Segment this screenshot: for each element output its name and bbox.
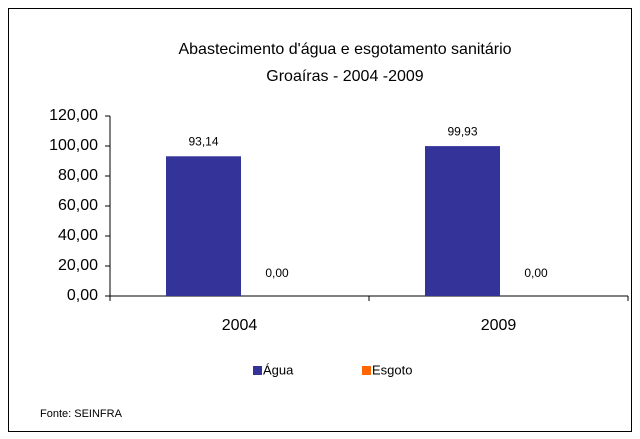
y-tick-label: 40,00 xyxy=(58,227,98,244)
y-tick-label: 80,00 xyxy=(58,167,98,184)
y-tick-label: 0,00 xyxy=(67,287,98,304)
y-tick-label: 60,00 xyxy=(58,197,98,214)
legend-swatch xyxy=(253,366,262,375)
bar xyxy=(166,156,241,296)
data-label: 0,00 xyxy=(265,266,289,280)
bar xyxy=(425,146,500,296)
chart-subtitle: Groaíras - 2004 -2009 xyxy=(266,68,424,85)
x-tick-label: 2009 xyxy=(481,317,517,334)
chart-title: Abastecimento d'água e esgotamento sanit… xyxy=(178,41,511,58)
y-tick-label: 20,00 xyxy=(58,257,98,274)
x-tick-label: 2004 xyxy=(222,317,258,334)
chart-frame xyxy=(8,8,632,432)
legend-label: Esgoto xyxy=(372,362,412,377)
legend-label: Água xyxy=(263,362,294,377)
y-tick-label: 100,00 xyxy=(49,137,98,154)
data-label: 99,93 xyxy=(447,124,477,138)
data-label: 93,14 xyxy=(188,134,218,148)
legend-swatch xyxy=(362,366,371,375)
data-label: 0,00 xyxy=(524,266,548,280)
source-note: Fonte: SEINFRA xyxy=(40,408,123,420)
y-tick-label: 120,00 xyxy=(49,107,98,124)
